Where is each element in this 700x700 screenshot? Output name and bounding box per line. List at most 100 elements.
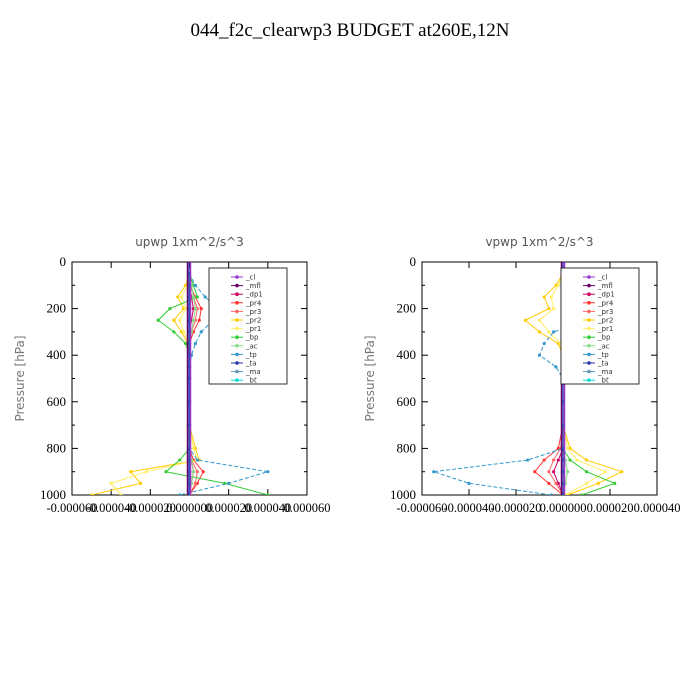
series-point-pr2 <box>542 295 546 299</box>
series-point-ac <box>193 307 197 311</box>
series-point-pr2 <box>129 470 133 474</box>
legend-label: _ac <box>245 342 258 350</box>
series-point-tp <box>193 283 197 287</box>
x-tick-label: -0.000040 <box>443 501 494 515</box>
series-point-pr2 <box>523 318 528 322</box>
legend-label: _mfl <box>245 282 261 290</box>
legend-label: _dp1 <box>245 291 263 299</box>
series-point-pr2 <box>537 330 542 334</box>
x-tick-label: -0.000040 <box>86 501 137 515</box>
series-point-bp <box>266 493 270 495</box>
legend-marker-pr2 <box>235 318 239 322</box>
legend-label: _bp <box>597 334 611 342</box>
legend-label: _cl <box>245 274 255 282</box>
series-point-ac <box>191 318 196 322</box>
legend-marker-mfl <box>587 283 591 288</box>
x-tick-label: -0.000060 <box>46 501 97 515</box>
series-point-tp <box>552 330 556 334</box>
series-point-tp <box>554 365 558 369</box>
series-point-bp <box>172 330 176 334</box>
figure-title: 044_f2c_clearwp3 BUDGET at260E,12N <box>190 20 510 41</box>
series-point-tp <box>537 353 542 357</box>
legend-marker-dp1 <box>235 292 239 297</box>
legend-label: _bp <box>245 334 259 342</box>
legend-marker-ac <box>235 344 239 348</box>
series-point-pr4 <box>197 318 201 322</box>
y-tick-label: 0 <box>410 254 417 269</box>
series-point-pr1 <box>552 307 556 311</box>
series-point-pr1 <box>180 295 184 299</box>
legend-label: _ma <box>597 368 613 376</box>
series-point-tp <box>195 458 199 462</box>
series-point-pr4 <box>199 307 203 311</box>
legend-label: _pr2 <box>245 317 261 325</box>
legend-marker-ta <box>235 361 239 365</box>
series-point-bp <box>178 458 182 462</box>
series-point-pr4 <box>542 458 546 462</box>
y-tick-label: 1000 <box>390 487 416 502</box>
y-axis-label: Pressure [hPa] <box>363 335 377 421</box>
series-line-pr2 <box>91 273 200 495</box>
series-point-pr1 <box>566 446 570 450</box>
legend-label: _dp1 <box>597 291 615 299</box>
x-tick-label: 0.000040 <box>634 501 681 515</box>
series-point-pr2 <box>138 481 143 485</box>
series-point-pr2 <box>554 283 558 287</box>
y-tick-label: 800 <box>397 440 417 455</box>
legend-marker-pr4 <box>587 301 591 305</box>
legend-marker-ac <box>587 344 591 348</box>
series-point-bp <box>164 470 168 474</box>
x-tick-label: -0.000060 <box>396 501 447 515</box>
x-tick-label: 0.000060 <box>284 501 331 515</box>
legend-label: _ta <box>597 360 609 368</box>
series-point-tp <box>266 470 270 474</box>
series-point-pr2 <box>89 493 94 495</box>
series-point-bp <box>584 470 589 474</box>
legend-label: _pr1 <box>245 325 261 333</box>
series-point-pr3 <box>193 481 197 485</box>
legend-marker-ta <box>587 361 591 365</box>
series-point-bp <box>580 493 584 495</box>
legend-marker-pr2 <box>587 318 591 322</box>
series-point-tp <box>549 493 553 495</box>
series-point-ac <box>191 470 196 474</box>
legend-box <box>560 267 640 385</box>
chart-panel-2: vpwp 1xm^2/s^3 Pressure [hPa] 0 200 400 600 80… <box>363 235 680 515</box>
series-point-pr2 <box>176 295 180 299</box>
legend-label: _pr3 <box>245 308 261 316</box>
legend-marker-pr1 <box>587 326 591 331</box>
y-tick-label: 800 <box>47 440 67 455</box>
series-point-bp <box>613 481 617 485</box>
legend-label: _pr3 <box>597 308 613 316</box>
series-point-dp1 <box>556 481 560 485</box>
x-tick-label: 0.000000 <box>540 501 587 515</box>
series-point-dp1 <box>556 458 560 462</box>
legend-marker-pr4 <box>235 301 239 305</box>
legend: _cl_mfl_dp1_pr4_pr3_pr2_pr1_bp_ac_tp_ta_… <box>560 267 640 385</box>
x-tick-label: -0.000020 <box>490 501 541 515</box>
legend-marker-bt <box>235 378 239 383</box>
series-point-pr1 <box>547 330 551 334</box>
panel-title: vpwp 1xm^2/s^3 <box>485 235 593 249</box>
legend-marker-mfl <box>235 283 239 288</box>
y-tick-label: 400 <box>397 347 417 362</box>
series-point-pr1 <box>556 283 560 287</box>
x-tick-label: 0.000020 <box>587 501 634 515</box>
series-point-pr2 <box>620 470 624 474</box>
series-point-bp <box>168 307 172 311</box>
series-point-tp <box>199 330 203 334</box>
legend-marker-pr1 <box>235 326 239 331</box>
legend-marker-bt <box>587 378 591 383</box>
y-tick-label: 0 <box>60 254 67 269</box>
series-point-pr2 <box>556 341 560 346</box>
series-point-pr1 <box>575 458 579 462</box>
panel-title: upwp 1xm^2/s^3 <box>135 235 244 249</box>
legend-marker-dp1 <box>587 292 591 297</box>
series-point-bp <box>568 458 572 462</box>
legend-marker-pr3 <box>587 309 591 314</box>
legend-label: _cl <box>597 274 607 282</box>
series-point-tp <box>227 481 231 485</box>
series-point-pr2 <box>584 458 589 462</box>
series-point-tp <box>203 295 207 299</box>
